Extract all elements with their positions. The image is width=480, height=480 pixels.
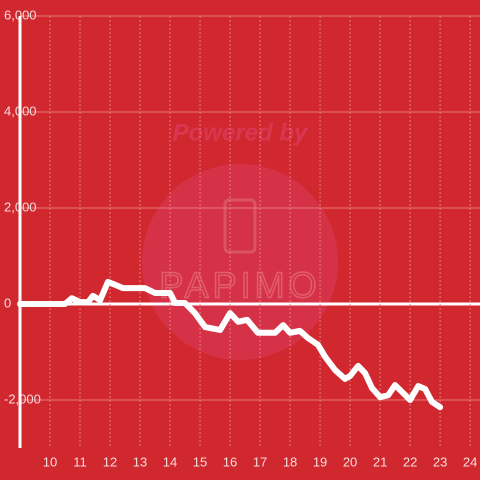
y-tick-label: 0 (4, 295, 11, 310)
watermark-circle (142, 164, 338, 360)
x-tick-label: 10 (43, 454, 57, 469)
watermark-text: Powered by (173, 119, 309, 146)
x-tick-label: 17 (253, 454, 267, 469)
x-tick-label: 21 (373, 454, 387, 469)
x-tick-label: 13 (133, 454, 147, 469)
x-tick-label: 18 (283, 454, 297, 469)
x-tick-label: 15 (193, 454, 207, 469)
x-tick-label: 12 (103, 454, 117, 469)
x-tick-label: 20 (343, 454, 357, 469)
watermark-icon (223, 198, 257, 254)
line (17, 278, 444, 411)
x-tick-label: 23 (433, 454, 447, 469)
watermark-logo: PAPIMO (159, 265, 320, 306)
x-tick-label: 16 (223, 454, 237, 469)
x-tick-label: 19 (313, 454, 327, 469)
x-tick-label: 14 (163, 454, 177, 469)
y-tick-label: -2,000 (4, 391, 41, 406)
y-tick-label: 6,000 (4, 7, 37, 22)
x-tick-label: 11 (73, 454, 87, 469)
x-tick-label: 24 (463, 454, 477, 469)
x-tick-label: 22 (403, 454, 417, 469)
